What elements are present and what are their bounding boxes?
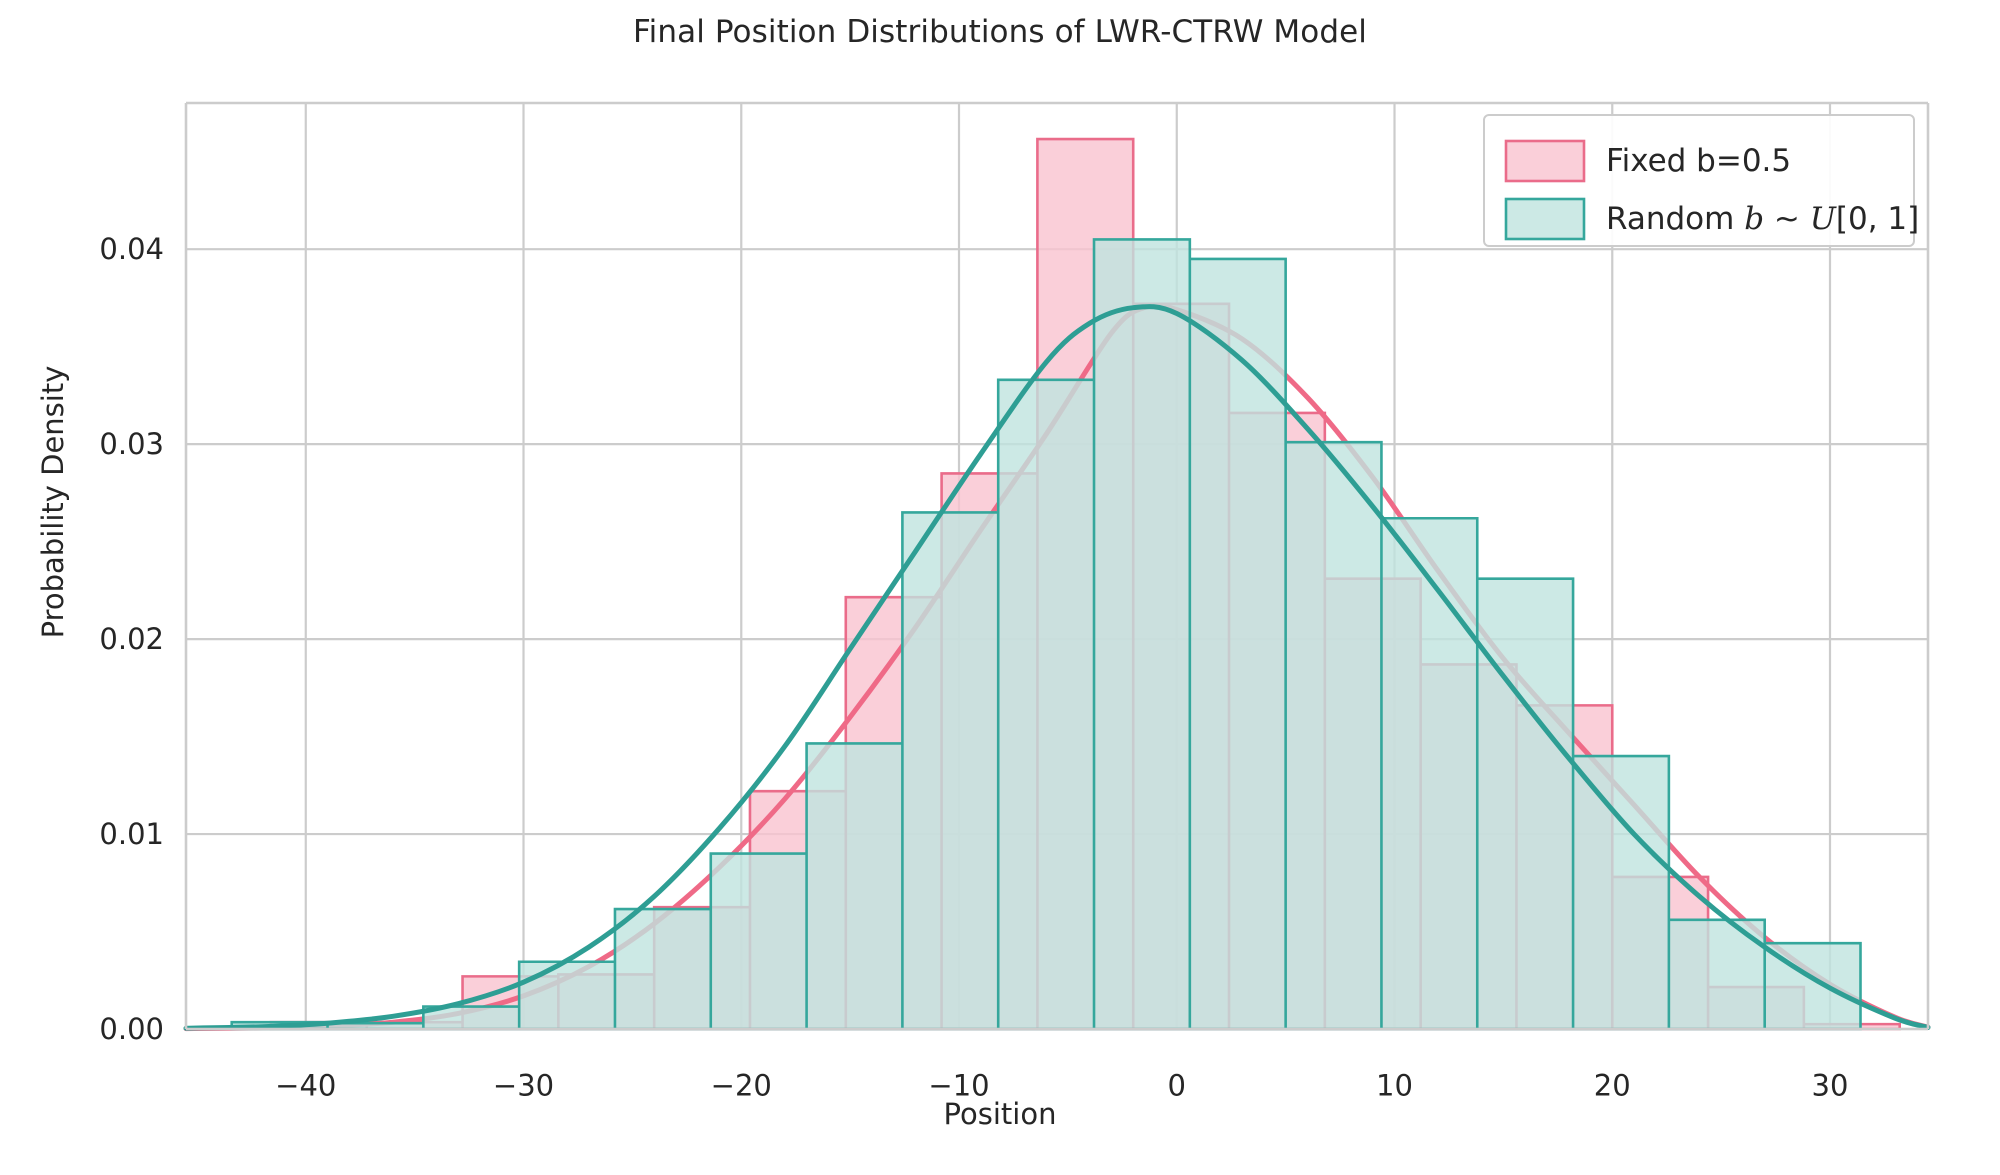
series-2: [183, 238, 1931, 1031]
legend-label-2: Random b ∼ U[0, 1]: [1606, 201, 1919, 237]
y-tick-label: 0.04: [99, 232, 164, 266]
y-tick-label: 0.01: [99, 817, 164, 851]
y-tick-label: 0.02: [99, 622, 164, 656]
chart-legend[interactable]: Fixed b=0.5 Random b ∼ U[0, 1]: [1483, 114, 1919, 247]
series-layer: [183, 137, 1931, 1032]
x-tick-label: 10: [1376, 1069, 1413, 1103]
y-tick-label: 0.00: [99, 1012, 164, 1046]
x-tick-label: 30: [1812, 1069, 1849, 1103]
x-axis-label: Position: [943, 1097, 1057, 1131]
axis-spines: [184, 101, 1930, 1031]
x-tick-label: −40: [275, 1069, 336, 1103]
legend-swatch-1[interactable]: [1504, 139, 1586, 183]
legend-box: [1483, 114, 1915, 247]
x-tick-label: −20: [711, 1069, 772, 1103]
legend-swatch-2[interactable]: [1504, 197, 1586, 241]
x-tick-label: 0: [1168, 1069, 1186, 1103]
x-tick-label: 20: [1594, 1069, 1631, 1103]
histogram-bars: [230, 238, 1862, 1031]
x-tick-label: −10: [928, 1069, 989, 1103]
legend-label-1: Fixed b=0.5: [1606, 143, 1791, 179]
y-axis-label: Probability Density: [36, 365, 70, 639]
kde-curve: [183, 304, 1931, 1031]
x-tick-label: −30: [493, 1069, 554, 1103]
chart-title: Final Position Distributions of LWR-CTRW…: [632, 14, 1368, 50]
tick-labels: −40 −30 −20 −10 0 10 20 30 0.00 0.01 0.02 0.03 0.04: [99, 232, 1848, 1102]
y-tick-label: 0.03: [99, 427, 164, 461]
